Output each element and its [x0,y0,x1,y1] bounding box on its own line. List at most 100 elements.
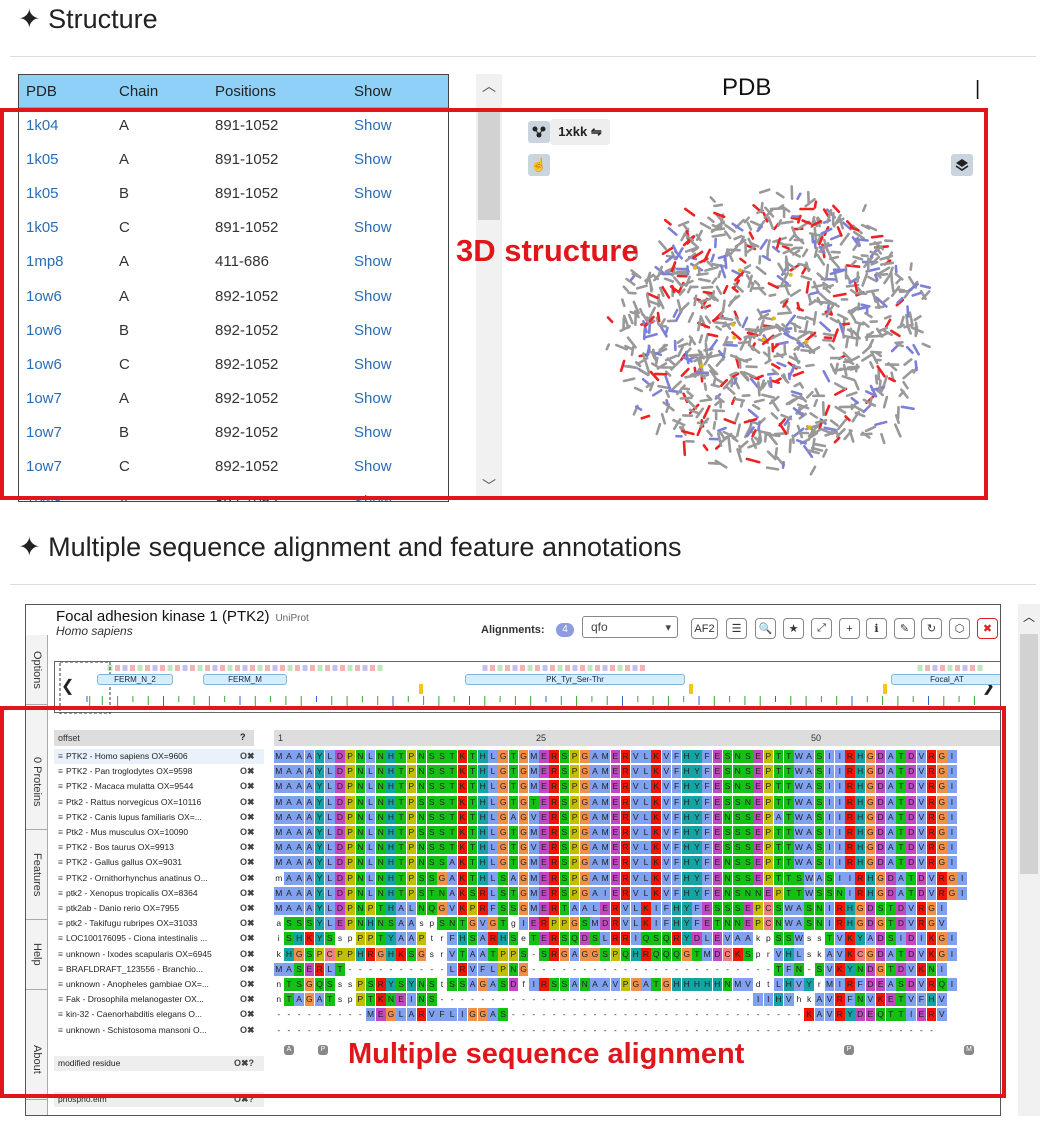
drag-handle-icon[interactable]: ≡ [58,903,63,913]
toolbar-button[interactable]: ✖ [977,618,998,639]
remove-sequence-icon[interactable]: O✖ [240,857,255,868]
feature-marker[interactable]: P [318,1044,328,1055]
show-link[interactable]: Show [354,184,392,202]
drag-handle-icon[interactable]: ≡ [58,1009,63,1020]
domain-pk-tyr[interactable]: PK_Tyr_Ser-Thr [465,674,685,685]
remove-sequence-icon[interactable]: O✖ [240,903,255,913]
toolbar-button[interactable]: ★ [783,618,804,639]
scroll-up-icon[interactable]: ︿ [482,78,496,94]
sequence-label[interactable]: ≡ PTK2 - Macaca mulatta OX=9544 O✖ [54,779,264,794]
feature-marker[interactable]: M [964,1044,974,1055]
remove-sequence-icon[interactable]: O✖ [240,994,255,1005]
remove-sequence-icon[interactable]: O✖ [240,827,255,837]
drag-handle-icon[interactable]: ≡ [58,948,63,959]
domain-ferm-n2[interactable]: FERM_N_2 [97,674,173,685]
pdb-id-link[interactable]: 1ow6 [26,355,62,373]
molecule-icon[interactable] [528,121,550,143]
sequence-label[interactable]: ≡ unknown - Schistosoma mansoni O... O✖ [54,1023,264,1038]
layers-icon[interactable] [951,154,973,176]
sequence-label[interactable]: ≡ unknown - Anopheles gambiae OX=... O✖ [54,977,264,992]
show-link[interactable]: Show [354,150,392,168]
show-link[interactable]: Show [354,458,392,476]
pdb-id-link[interactable]: 1ow6 [26,287,62,305]
drag-handle-icon[interactable]: ≡ [58,963,63,974]
column-header-chain[interactable]: Chain [119,82,159,100]
remove-sequence-icon[interactable]: O✖ [240,872,255,883]
sequence-label[interactable]: ≡ Ptk2 - Rattus norvegicus OX=10116 O✖ [54,795,264,810]
pdb-id-link[interactable]: 1k05 [26,150,59,168]
sequence-label[interactable]: ≡ PTK2 - Gallus gallus OX=9031 O✖ [54,855,264,870]
pdb-id-link[interactable]: 1ow6 [26,321,62,339]
sequence-label[interactable]: ≡ PTK2 - Bos taurus OX=9913 O✖ [54,840,264,855]
drag-handle-icon[interactable]: ≡ [58,872,63,883]
sequence-label[interactable]: ≡ ptk2 - Takifugu rubripes OX=31033 O✖ [54,916,264,931]
toolbar-button[interactable]: 🔍 [755,618,776,639]
chevron-left-icon[interactable]: ❮ [61,678,75,695]
toolbar-button[interactable]: AF2 [691,618,718,639]
scroll-up-icon[interactable]: ︿ [1022,610,1035,624]
side-tab[interactable]: Features [26,830,48,920]
remove-sequence-icon[interactable]: O✖ [240,1024,255,1035]
pdb-id-link[interactable]: 1ow7 [26,390,62,408]
sequence-label[interactable]: ≡ PTK2 - Pan troglodytes OX=9598 O✖ [54,764,264,779]
drag-handle-icon[interactable]: ≡ [58,857,63,868]
sequence-label[interactable]: ≡ unknown - Ixodes scapularis OX=6945 O✖ [54,947,264,962]
toolbar-button[interactable]: ☰ [726,618,747,639]
show-link[interactable]: Show [354,116,392,134]
msa-scrollbar[interactable]: ︿ [1018,604,1040,1116]
drag-handle-icon[interactable]: ≡ [58,887,63,898]
pdb-table-scrollbar[interactable]: ︿ ﹀ [476,74,502,498]
show-link[interactable]: Show [354,390,392,408]
sequence-label[interactable]: ≡ LOC100176095 - Ciona intestinalis ... O✖ [54,931,264,946]
toolbar-button[interactable]: ⤢ [811,618,832,639]
show-link[interactable]: Show [354,355,392,373]
sequence-label[interactable]: ≡ PTK2 - Homo sapiens OX=9606 O✖ [54,749,264,765]
remove-sequence-icon[interactable]: O✖ [240,1009,255,1020]
remove-sequence-icon[interactable]: O✖ [240,933,255,944]
column-header-show[interactable]: Show [354,82,392,100]
column-header-pdb[interactable]: PDB [26,82,57,100]
domain-ferm-m[interactable]: FERM_M [203,674,287,685]
remove-sequence-icon[interactable]: O✖ [240,842,255,853]
sequence-label[interactable]: ≡ kin-32 - Caenorhabditis elegans O... O✖ [54,1007,264,1022]
remove-sequence-icon[interactable]: O✖ [240,811,255,822]
remove-sequence-icon[interactable]: O✖ [240,963,255,974]
pointer-icon[interactable]: ☝ [528,154,550,176]
remove-sequence-icon[interactable]: O✖ [240,887,255,898]
pdb-id-link[interactable]: 1mp8 [26,253,64,271]
feature-track-label[interactable]: modified residue O✖? [54,1055,264,1071]
drag-handle-icon[interactable]: ≡ [58,766,63,777]
side-tab[interactable]: Help [26,920,48,990]
remove-sequence-icon[interactable]: O✖ [240,948,255,959]
show-link[interactable]: Show [354,321,392,339]
sequence-label[interactable]: ≡ ptk2 - Xenopus tropicalis OX=8364 O✖ [54,886,264,901]
pdb-id-link[interactable]: 1k04 [26,116,59,134]
feature-controls[interactable]: O✖? [234,1057,255,1068]
drag-handle-icon[interactable]: ≡ [58,1024,63,1035]
show-link[interactable]: Show [354,287,392,305]
sequence-label[interactable]: ≡ PTK2 - Ornithorhynchus anatinus O... O✖ [54,871,264,886]
sequence-label[interactable]: ≡ ptk2ab - Danio rerio OX=7955 O✖ [54,901,264,916]
feature-marker[interactable]: P [844,1044,854,1055]
alignment-select[interactable]: qfo ▾ [582,616,678,638]
drag-handle-icon[interactable]: ≡ [58,918,63,929]
remove-sequence-icon[interactable]: O✖ [240,979,255,989]
feature-controls[interactable]: O✖? [234,1093,255,1104]
uniprot-link[interactable]: UniProt [275,613,309,624]
sequence-overview[interactable]: ❮ ❯ FERM_N_2 FERM_M PK_Tyr_Ser-Thr Focal… [54,661,1000,714]
pdb-id-chip[interactable]: 1xkk ⇋ [550,119,610,145]
side-tab[interactable]: About [26,1020,48,1100]
sequence-label[interactable]: ≡ PTK2 - Canis lupus familiaris OX=... O✖ [54,810,264,825]
drag-handle-icon[interactable]: ≡ [58,751,63,761]
side-tab[interactable]: 0 Proteins [26,735,48,830]
show-link[interactable]: Show [354,219,392,237]
show-link[interactable]: Show [354,424,392,442]
side-tab[interactable]: Options [26,635,48,705]
toolbar-button[interactable]: ↻ [921,618,942,639]
feature-marker[interactable]: A [284,1044,294,1055]
drag-handle-icon[interactable]: ≡ [58,781,63,792]
pdb-id-link[interactable]: 1ow7 [26,424,62,442]
drag-handle-icon[interactable]: ≡ [58,811,63,822]
remove-sequence-icon[interactable]: O✖ [240,796,255,807]
